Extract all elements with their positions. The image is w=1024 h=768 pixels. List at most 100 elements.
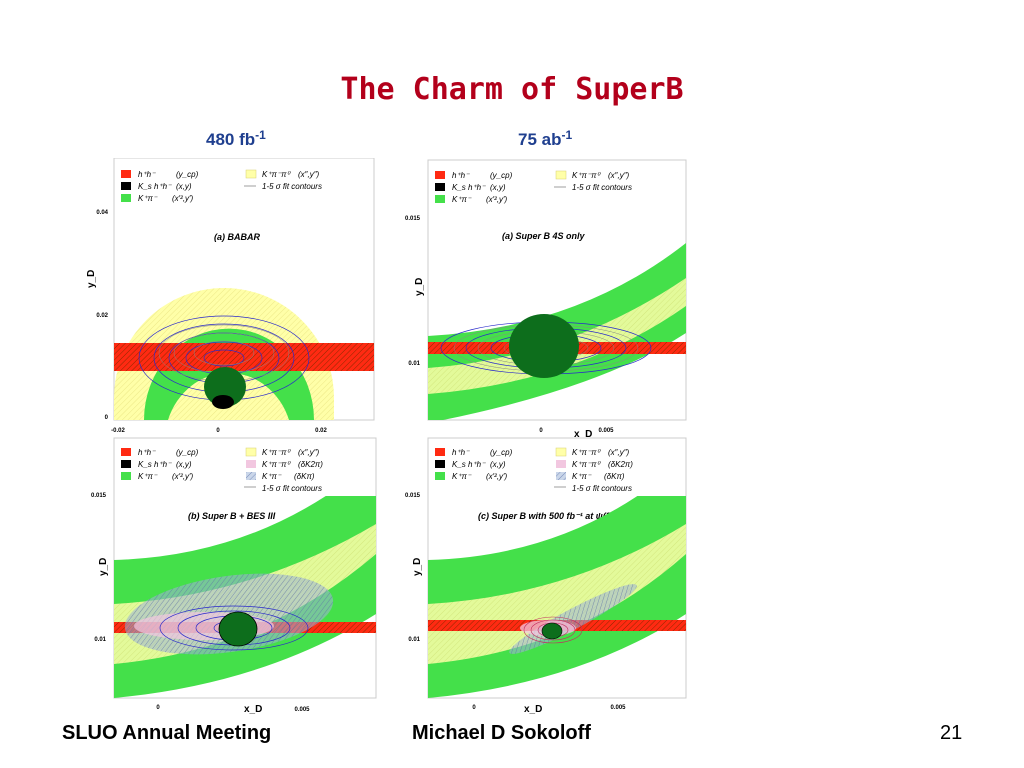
legend-kpi-par: (x′²,y′) bbox=[486, 472, 508, 481]
legend-kpi-delta-par: (δKπ) bbox=[604, 472, 625, 481]
x-tick: -0.02 bbox=[111, 428, 125, 434]
x-axis-ticks: 0 0.005 bbox=[539, 428, 614, 434]
y-axis-label: y_D bbox=[412, 558, 423, 576]
legend-kpipi0-par: (x″,y″) bbox=[608, 171, 630, 180]
legend-swatch-kshh bbox=[121, 182, 131, 190]
plot-area bbox=[428, 496, 686, 698]
legend-kpi: K⁺π⁻ bbox=[138, 194, 158, 203]
legend-kpi-delta: K⁺π⁻ bbox=[262, 472, 282, 481]
legend-kpipi0: K⁺π⁻π⁰ bbox=[572, 448, 602, 457]
ks-hh-blob bbox=[218, 611, 258, 647]
legend-kpi-delta-par: (δKπ) bbox=[294, 472, 315, 481]
legend-kpi-par: (x′²,y′) bbox=[486, 195, 508, 204]
plot-a-superb: h⁺h⁻ (y_cp) K_s h⁺h⁻ (x,y) K⁺π⁻ (x′²,y′)… bbox=[405, 159, 687, 438]
k3pi-band-outer bbox=[114, 300, 334, 420]
lumi-right-value: 75 ab bbox=[518, 130, 562, 149]
legend-hh: h⁺h⁻ bbox=[452, 171, 470, 180]
legend-swatch-kpi bbox=[435, 472, 445, 480]
legend-swatch-hh bbox=[121, 170, 131, 178]
legend-kshh-par: (x,y) bbox=[176, 460, 192, 469]
legend: h⁺h⁻ (y_cp) K_s h⁺h⁻ (x,y) K⁺π⁻ (x′²,y′)… bbox=[121, 169, 322, 203]
legend-kpipi0-par: (x″,y″) bbox=[608, 448, 630, 457]
legend-kpipi0-delta: K⁺π⁻π⁰ bbox=[572, 460, 602, 469]
x-tick: 0 bbox=[472, 705, 476, 711]
lumi-right-exponent: -1 bbox=[561, 128, 573, 142]
x-tick: 0 bbox=[216, 428, 220, 434]
legend-hh-par: (y_cp) bbox=[490, 171, 513, 180]
y-tick: 0 bbox=[105, 415, 109, 421]
legend-kshh-par: (x,y) bbox=[176, 182, 192, 191]
plot-area bbox=[114, 288, 374, 420]
legend-swatch-kpi bbox=[435, 195, 445, 203]
footer-meeting: SLUO Annual Meeting bbox=[62, 722, 272, 744]
legend-kpipi0-par: (x″,y″) bbox=[298, 448, 320, 457]
legend-swatch-kshh bbox=[121, 460, 131, 468]
x-tick: 0.005 bbox=[598, 428, 614, 434]
plot-area bbox=[114, 496, 376, 698]
lumi-left-exponent: -1 bbox=[255, 128, 266, 142]
x-axis-ticks: -0.02 0 0.02 bbox=[111, 428, 327, 434]
plot-label: (a) Super B 4S only bbox=[502, 231, 586, 241]
y-tick: 0.02 bbox=[96, 313, 108, 319]
y-axis-ticks: 0.015 0.01 bbox=[405, 493, 421, 643]
legend-swatch-kpipi0-delta bbox=[556, 460, 566, 468]
legend-contours: 1-5 σ fit contours bbox=[572, 183, 632, 192]
y-tick: 0.01 bbox=[94, 637, 106, 643]
y-axis-ticks: 0.04 0.02 0 bbox=[96, 210, 108, 421]
legend-swatch-kpipi0 bbox=[555, 170, 567, 180]
y-tick: 0.01 bbox=[408, 637, 420, 643]
legend-contours: 1-5 σ fit contours bbox=[572, 484, 632, 493]
legend-kpi: K⁺π⁻ bbox=[452, 195, 472, 204]
legend-swatch-kpi bbox=[121, 472, 131, 480]
legend-kshh-par: (x,y) bbox=[490, 460, 506, 469]
legend-hh-par: (y_cp) bbox=[490, 448, 513, 457]
legend-kshh: K_s h⁺h⁻ bbox=[452, 183, 486, 192]
y-axis-label: y_D bbox=[98, 558, 109, 576]
legend-kshh-par: (x,y) bbox=[490, 183, 506, 192]
legend-swatch-kpi bbox=[121, 194, 131, 202]
legend-kshh: K_s h⁺h⁻ bbox=[452, 460, 486, 469]
plot-b: h⁺h⁻ (y_cp) K_s h⁺h⁻ (x,y) K⁺π⁻ (x′²,y′)… bbox=[91, 437, 377, 715]
legend-swatch-kpipi0 bbox=[245, 169, 257, 179]
legend-contours: 1-5 σ fit contours bbox=[262, 484, 322, 493]
y-tick: 0.04 bbox=[96, 210, 108, 216]
plot-a-babar: h⁺h⁻ (y_cp) K_s h⁺h⁻ (x,y) K⁺π⁻ (x′²,y′)… bbox=[86, 158, 375, 434]
k3pi-band bbox=[428, 278, 686, 394]
legend-swatch-hh bbox=[121, 448, 131, 456]
legend-kpipi0: K⁺π⁻π⁰ bbox=[572, 171, 602, 180]
x-axis-ticks: 0 0.005 bbox=[472, 705, 626, 711]
x-tick: 0.005 bbox=[610, 705, 626, 711]
legend-kpi-delta: K⁺π⁻ bbox=[572, 472, 592, 481]
luminosity-label-right: 75 ab-1 bbox=[518, 128, 572, 150]
footer-author: Michael D Sokoloff bbox=[412, 722, 591, 744]
legend-hh: h⁺h⁻ bbox=[138, 170, 156, 179]
legend-swatch-kpi-delta bbox=[246, 472, 256, 480]
legend-kshh: K_s h⁺h⁻ bbox=[138, 182, 172, 191]
y-axis-ticks: 0.015 0.01 bbox=[91, 493, 107, 643]
plot-c: h⁺h⁻ (y_cp) K_s h⁺h⁻ (x,y) K⁺π⁻ (x′²,y′)… bbox=[405, 437, 687, 715]
y-axis-label: y_D bbox=[86, 270, 97, 288]
legend-kpipi0-delta-par: (δK2π) bbox=[608, 460, 633, 469]
x-tick: 0 bbox=[539, 428, 543, 434]
plot-area bbox=[428, 243, 686, 420]
legend-hh-par: (y_cp) bbox=[176, 448, 199, 457]
y-tick: 0.015 bbox=[405, 216, 421, 222]
legend-swatch-hh bbox=[435, 171, 445, 179]
plot-label: (c) Super B with 500 fb⁻¹ at ψ(3770 bbox=[478, 511, 626, 521]
legend-swatch-kshh bbox=[435, 460, 445, 468]
lumi-left-value: 480 fb bbox=[206, 130, 256, 149]
legend-hh: h⁺h⁻ bbox=[452, 448, 470, 457]
legend-swatch-hh bbox=[435, 448, 445, 456]
legend-kpi: K⁺π⁻ bbox=[138, 472, 158, 481]
legend-kpi: K⁺π⁻ bbox=[452, 472, 472, 481]
legend: h⁺h⁻ (y_cp) K_s h⁺h⁻ (x,y) K⁺π⁻ (x′²,y′)… bbox=[121, 447, 323, 493]
plot-label: (a) BABAR bbox=[214, 232, 260, 242]
legend-hh: h⁺h⁻ bbox=[138, 448, 156, 457]
legend-kpi-par: (x′²,y′) bbox=[172, 472, 194, 481]
luminosity-label-left: 480 fb-1 bbox=[206, 128, 266, 150]
slide-title: The Charm of SuperB bbox=[340, 72, 684, 107]
legend-kpipi0-par: (x″,y″) bbox=[298, 170, 320, 179]
y-tick: 0.015 bbox=[91, 493, 107, 499]
x-axis-ticks: 0 0.005 bbox=[156, 705, 310, 713]
legend-swatch-kshh bbox=[435, 183, 445, 191]
